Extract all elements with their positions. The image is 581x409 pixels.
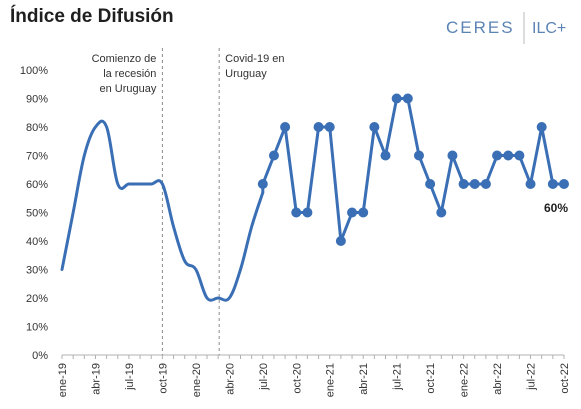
annotation-text: Comienzo de: [92, 53, 157, 65]
data-point: [547, 179, 558, 189]
data-point: [380, 150, 391, 161]
x-tick-label: abr-22: [492, 363, 504, 395]
data-point: [302, 207, 313, 218]
annotations: Comienzo de la recesión en Uruguay Covid-19…: [92, 48, 285, 355]
x-tick-label: jul-19: [124, 363, 136, 391]
data-point: [536, 122, 547, 132]
ceres-logo-text: CERES: [446, 18, 515, 37]
data-point: [402, 93, 413, 104]
data-point: [492, 150, 503, 161]
series-line: [60, 97, 564, 302]
annotation-text: Uruguay: [225, 68, 267, 80]
data-point: [514, 150, 525, 161]
chart-title: Índice de Difusión: [10, 6, 174, 27]
x-tick-label: ene-19: [57, 363, 69, 397]
end-label-group: 60%: [544, 201, 568, 215]
data-point: [425, 179, 436, 189]
x-tick-label: abr-21: [358, 363, 370, 395]
x-tick-label: abr-19: [90, 363, 102, 395]
y-tick-label: 50%: [26, 208, 48, 220]
x-tick-label: oct-19: [157, 363, 169, 394]
data-point: [358, 207, 369, 218]
data-point: [480, 179, 491, 189]
data-point: [391, 93, 402, 104]
x-tick-label: jul-20: [258, 363, 270, 391]
y-tick-label: 80%: [26, 122, 48, 134]
y-axis-labels: 0% 10% 20% 30% 40% 50% 60% 70% 80% 90% 100%: [20, 65, 48, 362]
data-point: [469, 179, 480, 189]
x-tick-label: jul-22: [526, 363, 538, 391]
logos: CERES ILC+: [440, 8, 572, 48]
data-point: [447, 150, 458, 161]
data-point: [257, 179, 268, 189]
series-smooth-line: [60, 119, 265, 302]
data-point: [525, 179, 536, 189]
y-tick-label: 40%: [26, 236, 48, 248]
data-point: [503, 150, 514, 161]
x-tick-label: oct-20: [291, 363, 303, 394]
data-point: [280, 122, 291, 132]
x-tick-label: ene-22: [459, 363, 471, 397]
end-value-label: 60%: [544, 201, 568, 215]
data-point: [313, 122, 324, 132]
y-tick-label: 30%: [26, 265, 48, 277]
x-tick-label: ene-20: [191, 363, 203, 397]
x-tick-label: ene-21: [325, 363, 337, 397]
y-tick-label: 60%: [26, 179, 48, 191]
ilc-logo-text: ILC+: [532, 20, 566, 37]
y-tick-label: 10%: [26, 322, 48, 334]
y-tick-label: 20%: [26, 293, 48, 305]
annotation-text: en Uruguay: [100, 83, 157, 95]
series-marker-line: [261, 97, 564, 243]
annotation-text: Covid-19 en: [225, 53, 284, 65]
y-tick-label: 0%: [32, 350, 48, 362]
data-point: [458, 179, 469, 189]
y-tick-label: 70%: [26, 151, 48, 163]
data-point: [347, 207, 358, 218]
x-tick-label: jul-21: [392, 363, 404, 391]
data-point: [268, 150, 279, 161]
annotation-text: la recesión: [103, 68, 156, 80]
data-point: [413, 150, 424, 161]
series-markers: [257, 93, 569, 246]
y-tick-label: 100%: [20, 65, 48, 77]
x-tick-label: oct-21: [425, 363, 437, 394]
data-point: [369, 122, 380, 132]
y-tick-label: 90%: [26, 94, 48, 106]
x-tick-label: abr-20: [224, 363, 236, 395]
x-tick-label: oct-22: [559, 363, 571, 394]
ceres-ilc-logo: CERES ILC+: [446, 12, 566, 44]
data-point: [436, 207, 447, 218]
data-point: [559, 179, 569, 189]
data-point: [291, 207, 302, 218]
data-point: [335, 236, 346, 246]
x-axis: ene-19 abr-19 jul-19 oct-19 ene-20 abr-20 jul-…: [57, 354, 571, 397]
data-point: [324, 122, 335, 132]
